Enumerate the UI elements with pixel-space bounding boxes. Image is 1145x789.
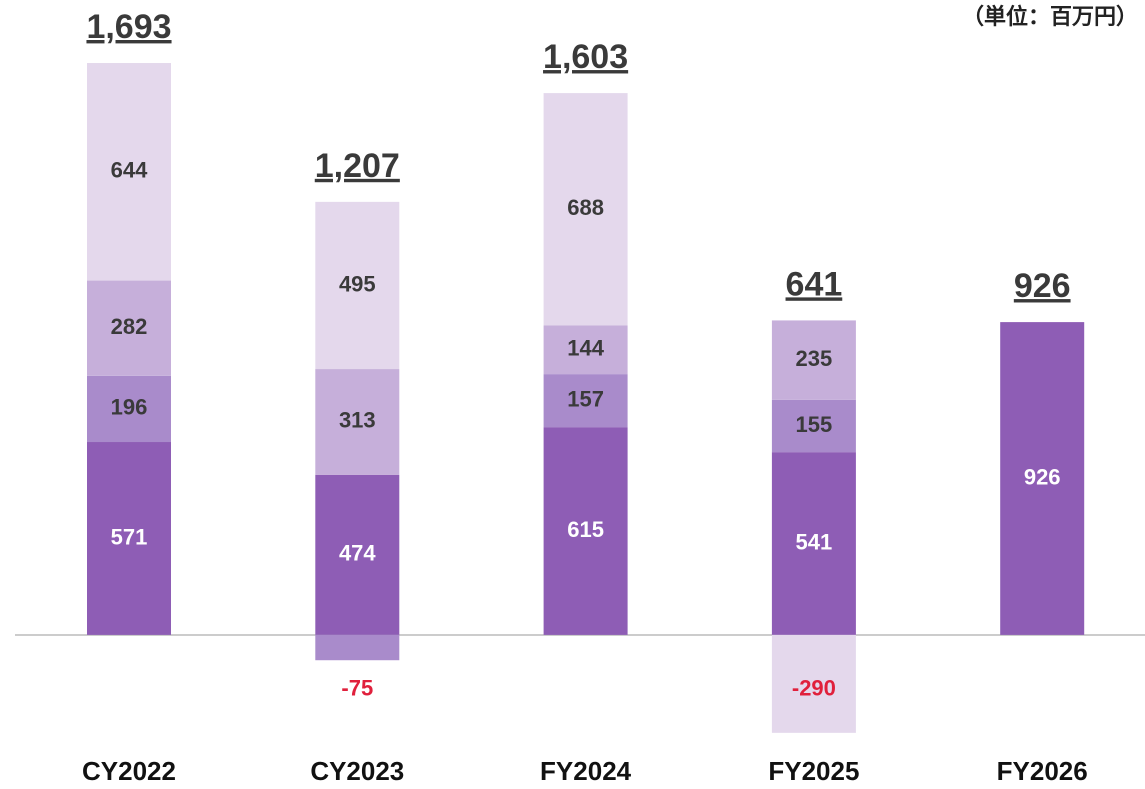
unit-annotation: （単位：百万円） [962, 4, 1138, 29]
bar-segment [543, 325, 628, 375]
bar-segment [87, 280, 171, 376]
bar-segment [771, 320, 856, 400]
segment-label: -290 [792, 676, 836, 701]
x-tick-label: FY2024 [540, 756, 632, 786]
segment-label: 644 [111, 158, 148, 183]
segment-label: 313 [339, 408, 376, 433]
bar-segment [315, 201, 400, 370]
segment-label: 926 [1024, 464, 1061, 489]
x-tick-label: CY2023 [310, 756, 404, 786]
segment-label: 571 [111, 524, 148, 549]
bar-segment [543, 427, 628, 635]
segment-label: 615 [567, 517, 604, 542]
bar-segment [771, 399, 856, 453]
segment-label: 196 [111, 395, 148, 420]
segment-label: 541 [796, 529, 833, 554]
bar-segment [771, 452, 856, 635]
segment-label: 495 [339, 271, 376, 296]
bar-segment [87, 375, 171, 443]
bar-segment [315, 634, 400, 661]
bar-segment [543, 374, 628, 428]
total-label: 1,603 [543, 38, 628, 76]
bar-segment [315, 474, 400, 635]
segment-label: 688 [567, 195, 604, 220]
total-label: 641 [786, 265, 843, 303]
total-label: 926 [1014, 267, 1071, 305]
bar-segment [771, 634, 856, 733]
bar-segment [87, 442, 171, 635]
total-label: 1,207 [315, 147, 400, 185]
bar-segment [87, 63, 171, 281]
segment-label: 474 [339, 541, 376, 566]
x-tick-label: FY2026 [997, 756, 1088, 786]
segment-label: 282 [111, 314, 148, 339]
bar-segment [315, 369, 400, 475]
total-label: 1,693 [86, 8, 171, 46]
x-tick-label: CY2022 [82, 756, 176, 786]
bar-segment [1000, 322, 1085, 635]
segment-label: 235 [796, 346, 833, 371]
segment-label: 144 [567, 336, 604, 361]
bar-segment [543, 93, 628, 326]
segment-label: 157 [567, 386, 604, 411]
x-tick-label: FY2025 [768, 756, 859, 786]
segment-label: 155 [796, 412, 833, 437]
segment-label: -75 [341, 676, 373, 701]
